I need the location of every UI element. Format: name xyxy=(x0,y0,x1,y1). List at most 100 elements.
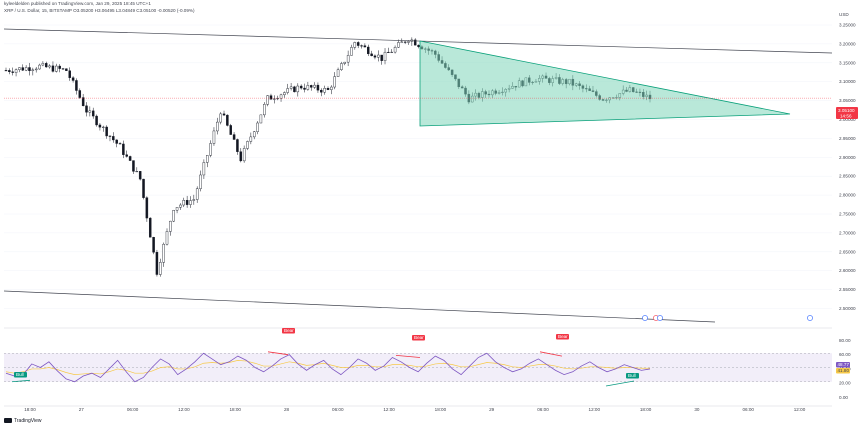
candle xyxy=(172,209,175,223)
candle xyxy=(102,125,105,132)
candle-body xyxy=(279,94,283,99)
candle xyxy=(387,47,390,53)
candle-body xyxy=(165,231,169,245)
candle xyxy=(380,54,383,65)
rsi-line xyxy=(5,352,651,383)
candle-body xyxy=(266,95,269,105)
tradingview-logo: TradingView xyxy=(4,418,42,424)
candle xyxy=(61,67,65,70)
candle xyxy=(226,114,229,127)
candle xyxy=(373,54,377,60)
candle-body xyxy=(229,125,232,135)
candle-body xyxy=(98,124,102,128)
candle xyxy=(397,39,400,48)
candle-body xyxy=(61,68,65,70)
candle-body xyxy=(159,262,162,275)
candle xyxy=(24,65,28,72)
candle xyxy=(269,93,273,100)
candle xyxy=(293,85,296,93)
candle-body xyxy=(373,55,377,58)
candle xyxy=(182,197,186,208)
upper-channel-line xyxy=(3,28,833,54)
time-tick-label: 18:00 xyxy=(24,407,36,412)
time-tick-label: 12:00 xyxy=(178,407,190,412)
candle xyxy=(34,66,38,73)
candle-body xyxy=(189,200,192,205)
bear-label-badge xyxy=(282,328,295,334)
candle xyxy=(232,132,236,140)
grid-lines xyxy=(4,24,832,309)
candle xyxy=(18,67,21,73)
candle xyxy=(4,67,8,72)
candle xyxy=(122,140,125,159)
time-tick-label: 18:00 xyxy=(640,407,652,412)
time-tick-label: 12:00 xyxy=(589,407,601,412)
candle-body xyxy=(346,55,350,63)
candle xyxy=(212,127,216,146)
candle xyxy=(350,44,353,56)
candle xyxy=(343,61,347,66)
candle-body xyxy=(28,67,31,71)
candle xyxy=(108,135,112,142)
candle-body xyxy=(192,199,196,201)
candle-body xyxy=(155,252,159,275)
candle xyxy=(11,67,14,76)
candle-body xyxy=(132,160,135,172)
candle xyxy=(289,82,293,91)
bear-divergence-line xyxy=(539,351,563,357)
candle xyxy=(403,41,407,45)
candle-body xyxy=(286,88,289,93)
candle xyxy=(236,138,239,155)
candle-body xyxy=(51,65,55,72)
candle-body xyxy=(340,63,343,70)
time-axis: 18:00 27 06:00 12:00 18:00 28 06:00 12:00 18:00 2… xyxy=(4,405,832,412)
candle xyxy=(192,194,196,205)
candle-body xyxy=(226,114,229,126)
candle xyxy=(353,41,357,50)
price-tick-label: 3.10000 xyxy=(839,79,856,84)
candle-body xyxy=(209,143,212,156)
currency-label: USD xyxy=(839,12,849,17)
candle-body xyxy=(330,86,333,90)
candle xyxy=(283,91,286,98)
candle xyxy=(135,167,139,173)
candle xyxy=(91,107,95,119)
candle-body xyxy=(336,69,340,77)
candle xyxy=(88,106,92,117)
candle-body xyxy=(175,207,179,211)
candle xyxy=(132,160,135,174)
bear-label-badge xyxy=(556,334,569,340)
candle xyxy=(256,121,259,135)
candle xyxy=(125,150,128,158)
candle xyxy=(279,93,283,102)
candle-body xyxy=(78,90,82,98)
candle xyxy=(185,195,189,208)
candle xyxy=(206,154,209,168)
bull-label-badge xyxy=(14,372,27,378)
candle xyxy=(65,68,68,71)
divergence-label: Bull xyxy=(628,373,636,378)
bear-label-badge xyxy=(412,335,425,341)
candle xyxy=(145,196,149,222)
rsi-pane: 80.0060.0040.0020.000.0048.7741.80BullBe… xyxy=(4,327,851,400)
candle-body xyxy=(105,126,108,137)
candle-body xyxy=(34,68,38,71)
candle-body xyxy=(417,44,420,47)
time-tick-label: 12:00 xyxy=(383,407,395,412)
countdown-label: 14:56 xyxy=(840,114,852,119)
candle-body xyxy=(299,85,303,89)
candle xyxy=(148,217,152,238)
candle-body xyxy=(58,65,61,69)
candle-body xyxy=(383,51,387,61)
price-tick-label: 2.85000 xyxy=(839,174,856,179)
candle xyxy=(263,102,266,118)
candle xyxy=(276,95,279,101)
candle-body xyxy=(380,54,383,61)
candle xyxy=(105,125,108,139)
candle xyxy=(199,170,202,192)
candle xyxy=(229,123,232,135)
candle-body xyxy=(91,110,95,117)
candle-body xyxy=(283,92,286,96)
